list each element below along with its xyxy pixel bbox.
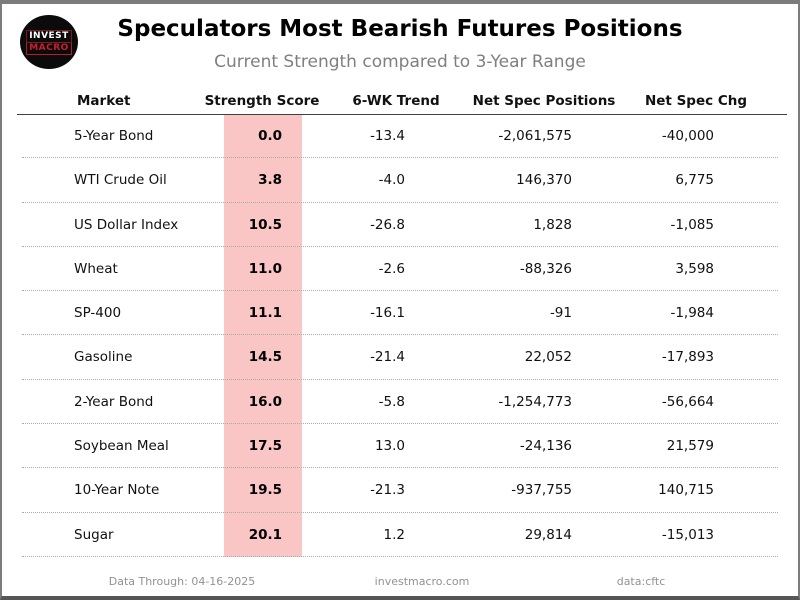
strength-score-cell: 17.5 xyxy=(248,438,282,455)
net-spec-chg-cell: -15,013 xyxy=(661,526,714,543)
market-cell: Soybean Meal xyxy=(74,438,169,455)
net-spec-chg-cell: -1,085 xyxy=(670,216,714,233)
net-spec-chg-cell: -40,000 xyxy=(661,128,714,144)
market-cell: WTI Crude Oil xyxy=(74,172,167,189)
net-spec-positions-cell: 146,370 xyxy=(516,172,572,189)
table-row: Sugar 20.1 1.2 29,814 -15,013 xyxy=(2,513,798,558)
column-header-net-spec-chg: Net Spec Chg xyxy=(644,93,748,109)
table-row: 5-Year Bond 0.0 -13.4 -2,061,575 -40,000 xyxy=(2,114,798,159)
6wk-trend-cell: -13.4 xyxy=(370,128,405,144)
market-cell: Wheat xyxy=(74,260,118,277)
logo-invest-label: INVEST xyxy=(26,29,72,43)
table-row: US Dollar Index 10.5 -26.8 1,828 -1,085 xyxy=(2,203,798,248)
net-spec-chg-cell: -56,664 xyxy=(661,393,714,410)
6wk-trend-cell: -26.8 xyxy=(370,216,405,233)
strength-score-cell: 14.5 xyxy=(248,349,282,366)
6wk-trend-cell: -5.8 xyxy=(378,393,405,410)
net-spec-positions-cell: 1,828 xyxy=(533,216,572,233)
investmacro-logo: INVEST MACRO xyxy=(20,15,78,69)
column-header-market: Market xyxy=(77,93,131,109)
net-spec-chg-cell: -17,893 xyxy=(661,349,714,366)
investmacro-logo-text: INVEST MACRO xyxy=(26,29,72,55)
market-cell: US Dollar Index xyxy=(74,216,179,233)
net-spec-chg-cell: 140,715 xyxy=(658,482,714,499)
table-header-row: Market Strength Score 6-WK Trend Net Spe… xyxy=(2,88,798,114)
table-row: SP-400 11.1 -16.1 -91 -1,984 xyxy=(2,291,798,336)
6wk-trend-cell: -21.3 xyxy=(370,482,405,499)
market-cell: SP-400 xyxy=(74,305,122,322)
strength-score-cell: 11.0 xyxy=(248,260,282,277)
strength-score-cell: 19.5 xyxy=(248,482,282,499)
market-cell: 5-Year Bond xyxy=(74,128,154,144)
footer-data-through: Data Through: 04-16-2025 xyxy=(108,575,256,588)
market-cell: 10-Year Note xyxy=(74,482,160,499)
header-divider-line xyxy=(17,114,787,115)
table-body: 5-Year Bond 0.0 -13.4 -2,061,575 -40,000… xyxy=(2,114,798,558)
column-header-net-spec-positions: Net Spec Positions xyxy=(472,93,616,109)
strength-score-cell: 3.8 xyxy=(258,172,282,189)
market-cell: 2-Year Bond xyxy=(74,393,154,410)
6wk-trend-cell: -2.6 xyxy=(378,260,405,277)
footer-website: investmacro.com xyxy=(374,575,470,588)
net-spec-positions-cell: 29,814 xyxy=(524,526,572,543)
net-spec-positions-cell: 22,052 xyxy=(524,349,572,366)
6wk-trend-cell: 13.0 xyxy=(374,438,405,455)
strength-score-cell: 16.0 xyxy=(248,393,282,410)
net-spec-positions-cell: -91 xyxy=(549,305,572,322)
net-spec-positions-cell: -937,755 xyxy=(511,482,572,499)
net-spec-positions-cell: -2,061,575 xyxy=(498,128,572,144)
market-cell: Sugar xyxy=(74,526,114,543)
strength-score-highlight-column xyxy=(224,114,302,557)
table-row: Gasoline 14.5 -21.4 22,052 -17,893 xyxy=(2,335,798,381)
net-spec-chg-cell: 3,598 xyxy=(675,260,714,277)
logo-macro-label: MACRO xyxy=(26,42,72,55)
table-row: 10-Year Note 19.5 -21.3 -937,755 140,715 xyxy=(2,468,798,513)
strength-score-cell: 10.5 xyxy=(248,216,282,233)
table-row: Soybean Meal 17.5 13.0 -24,136 21,579 xyxy=(2,424,798,469)
strength-score-cell: 11.1 xyxy=(248,305,282,322)
6wk-trend-cell: -21.4 xyxy=(370,349,405,366)
strength-score-cell: 20.1 xyxy=(248,526,282,543)
net-spec-positions-cell: -88,326 xyxy=(519,260,572,277)
6wk-trend-cell: -16.1 xyxy=(370,305,405,322)
net-spec-chg-cell: 6,775 xyxy=(675,172,714,189)
net-spec-chg-cell: -1,984 xyxy=(670,305,714,322)
footer: Data Through: 04-16-2025 investmacro.com… xyxy=(2,575,798,595)
page-subtitle: Current Strength compared to 3-Year Rang… xyxy=(214,52,586,72)
footer-data-source: data:cftc xyxy=(616,575,666,588)
6wk-trend-cell: 1.2 xyxy=(383,526,405,543)
net-spec-chg-cell: 21,579 xyxy=(666,438,714,455)
table-row: Wheat 11.0 -2.6 -88,326 3,598 xyxy=(2,247,798,292)
net-spec-positions-cell: -24,136 xyxy=(519,438,572,455)
column-header-strength-score: Strength Score xyxy=(204,93,320,109)
net-spec-positions-cell: -1,254,773 xyxy=(498,393,572,410)
table-row: 2-Year Bond 16.0 -5.8 -1,254,773 -56,664 xyxy=(2,380,798,425)
market-cell: Gasoline xyxy=(74,349,133,366)
6wk-trend-cell: -4.0 xyxy=(378,172,405,189)
page-title: Speculators Most Bearish Futures Positio… xyxy=(117,16,683,42)
strength-score-cell: 0.0 xyxy=(258,128,282,144)
column-header-6wk-trend: 6-WK Trend xyxy=(352,93,440,109)
table-row: WTI Crude Oil 3.8 -4.0 146,370 6,775 xyxy=(2,158,798,203)
